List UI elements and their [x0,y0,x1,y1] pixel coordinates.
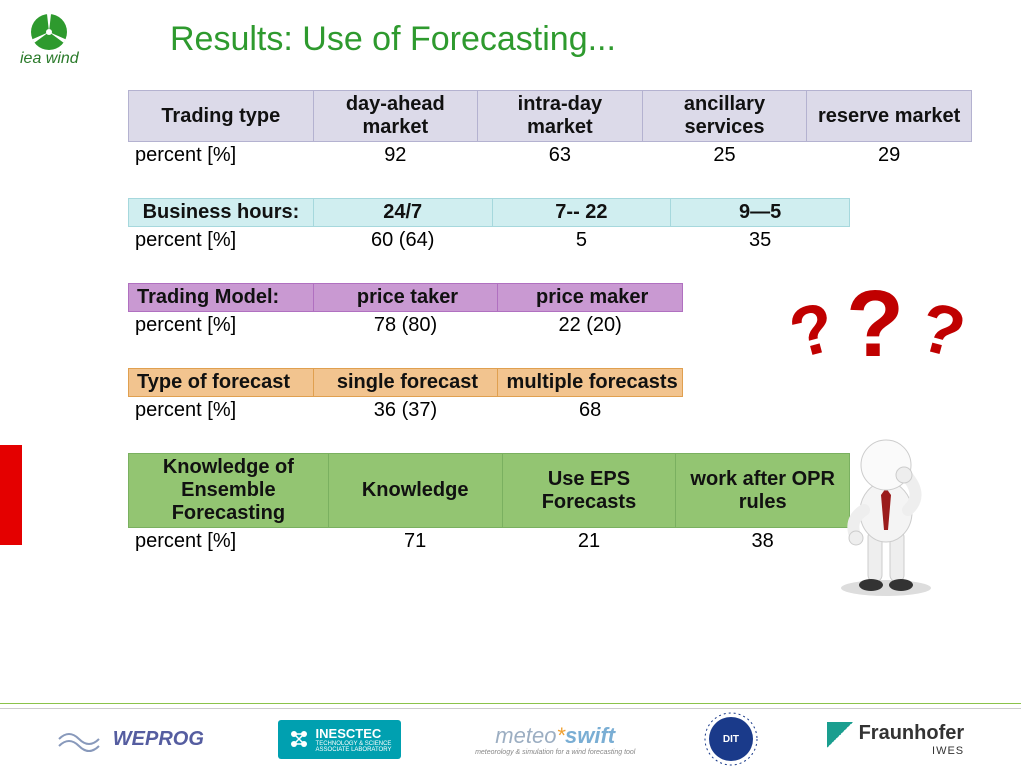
forecast-type-table: Type of forecast single forecast multipl… [128,368,683,425]
t4-v0: 36 (37) [313,397,498,425]
fraunhofer-text: Fraunhofer [859,722,965,745]
weprog-icon [57,724,107,754]
t3-h2: price maker [498,284,683,312]
inesctec-sub2: ASSOCIATE LABORATORY [316,747,392,753]
t1-rowlabel: percent [%] [129,142,314,170]
wind-turbine-icon [27,10,71,50]
t4-h1: single forecast [313,369,498,397]
trading-model-table: Trading Model: price taker price maker p… [128,283,683,340]
fraunhofer-logo: Fraunhofer IWES [827,722,965,757]
meteo-sub: meteorology & simulation for a wind fore… [475,749,635,756]
business-hours-table: Business hours: 24/7 7-- 22 9—5 percent … [128,198,850,255]
iea-wind-text: iea wind [20,50,79,68]
meteo-part2: swift [565,723,615,748]
dit-wreath-icon [703,711,759,767]
thinking-figure: ? ? ? [771,300,991,600]
t1-h1: day-ahead market [313,91,478,142]
divider-grey [0,708,1021,709]
t5-h1: Knowledge [328,454,502,528]
meteo-part1: meteo [495,723,556,748]
inesctec-logo: INESCTEC TECHNOLOGY & SCIENCE ASSOCIATE … [278,720,402,759]
t5-v1: 21 [502,528,676,556]
person-thinking-icon [826,420,946,600]
weprog-logo: WEPROG [57,724,204,754]
t1-h3: ancillary services [642,91,807,142]
ensemble-knowledge-table: Knowledge of Ensemble Forecasting Knowle… [128,453,850,556]
fraunhofer-icon [827,722,853,748]
t1-v0: 92 [313,142,478,170]
t3-v0: 78 (80) [313,312,498,340]
inesctec-sub1: TECHNOLOGY & SCIENCE [316,741,392,747]
t5-h0: Knowledge of Ensemble Forecasting [129,454,329,528]
t2-h0: Business hours: [129,199,314,227]
question-mark-icon: ? [911,286,973,374]
t3-h0: Trading Model: [129,284,314,312]
question-mark-icon: ? [781,286,843,374]
t4-h0: Type of forecast [129,369,314,397]
t2-v1: 5 [492,227,671,255]
t1-h2: intra-day market [478,91,643,142]
t4-rowlabel: percent [%] [129,397,314,425]
t1-v1: 63 [478,142,643,170]
meteoswift-logo: meteo*swift meteorology & simulation for… [475,723,635,756]
t2-h3: 9—5 [671,199,850,227]
t2-v2: 35 [671,227,850,255]
t3-rowlabel: percent [%] [129,312,314,340]
t2-v0: 60 (64) [313,227,492,255]
t5-rowlabel: percent [%] [129,528,329,556]
iea-wind-logo: iea wind [20,10,79,68]
trading-type-table: Trading type day-ahead market intra-day … [128,90,972,170]
dit-logo: DIT [709,717,753,761]
inesctec-text: INESCTEC [316,726,392,741]
t1-v3: 29 [807,142,972,170]
t1-v2: 25 [642,142,807,170]
question-mark-icon: ? [846,270,904,379]
t2-h1: 24/7 [313,199,492,227]
red-accent-bar [0,445,22,545]
t1-h0: Trading type [129,91,314,142]
footer-logos: WEPROG INESCTEC TECHNOLOGY & SCIENCE ASS… [0,710,1021,768]
t1-h4: reserve market [807,91,972,142]
weprog-text: WEPROG [113,728,204,751]
t2-h2: 7-- 22 [492,199,671,227]
t4-h2: multiple forecasts [498,369,683,397]
t4-v1: 68 [498,397,683,425]
divider-green [0,703,1021,704]
meteo-star: * [556,723,565,748]
fraunhofer-sub: IWES [859,745,965,757]
t5-h2: Use EPS Forecasts [502,454,676,528]
slide-title: Results: Use of Forecasting... [170,20,616,59]
t3-h1: price taker [313,284,498,312]
t2-rowlabel: percent [%] [129,227,314,255]
t3-v1: 22 (20) [498,312,683,340]
inesctec-icon [288,728,310,750]
t5-v0: 71 [328,528,502,556]
